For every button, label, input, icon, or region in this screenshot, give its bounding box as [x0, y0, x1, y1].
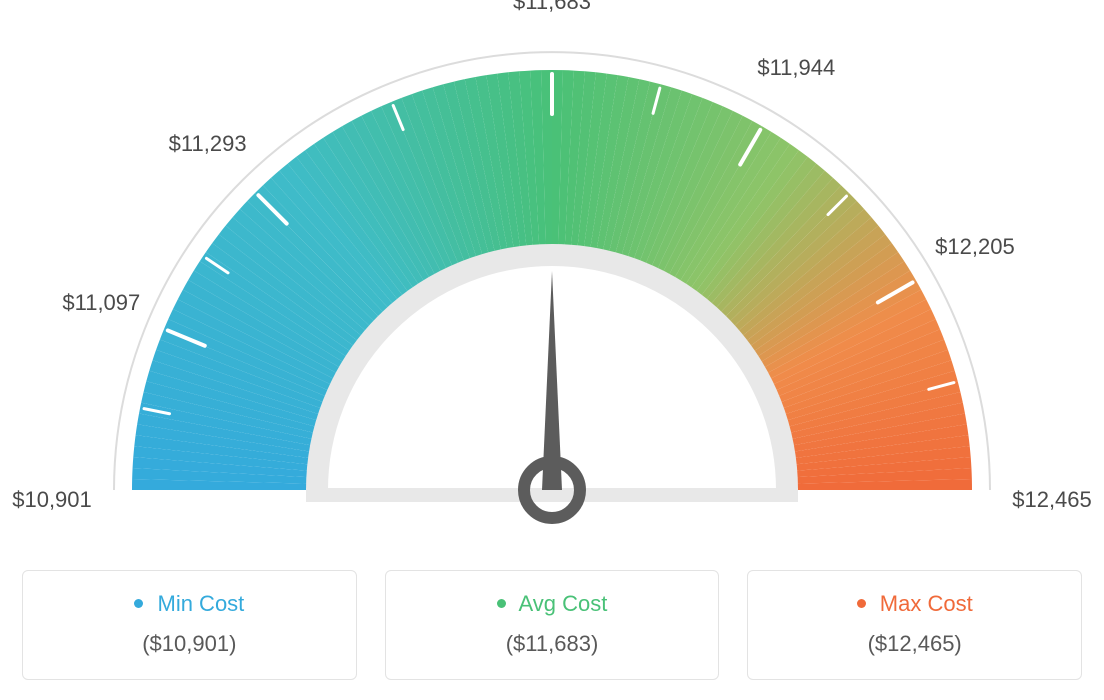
- legend-label: Max Cost: [880, 591, 973, 616]
- dot-icon: [497, 599, 506, 608]
- dot-icon: [857, 599, 866, 608]
- cost-legend: Min Cost ($10,901) Avg Cost ($11,683) Ma…: [22, 570, 1082, 680]
- dot-icon: [134, 599, 143, 608]
- legend-value: ($11,683): [396, 631, 709, 657]
- gauge-svg: [22, 20, 1082, 540]
- gauge-tick-label: $11,683: [513, 0, 591, 15]
- gauge-tick-label: $11,097: [62, 290, 140, 316]
- gauge-tick-label: $10,901: [12, 487, 92, 513]
- legend-value: ($10,901): [33, 631, 346, 657]
- gauge-tick-label: $11,293: [169, 131, 247, 157]
- gauge-tick-label: $11,944: [757, 55, 835, 81]
- legend-title-avg: Avg Cost: [396, 591, 709, 617]
- gauge-tick-label: $12,465: [1012, 487, 1092, 513]
- legend-title-max: Max Cost: [758, 591, 1071, 617]
- gauge-tick-label: $12,205: [935, 234, 1015, 260]
- legend-card-avg: Avg Cost ($11,683): [385, 570, 720, 680]
- legend-card-min: Min Cost ($10,901): [22, 570, 357, 680]
- legend-card-max: Max Cost ($12,465): [747, 570, 1082, 680]
- legend-label: Min Cost: [158, 591, 245, 616]
- legend-title-min: Min Cost: [33, 591, 346, 617]
- legend-label: Avg Cost: [519, 591, 608, 616]
- legend-value: ($12,465): [758, 631, 1071, 657]
- cost-gauge-chart: $10,901$11,097$11,293$11,683$11,944$12,2…: [22, 20, 1082, 540]
